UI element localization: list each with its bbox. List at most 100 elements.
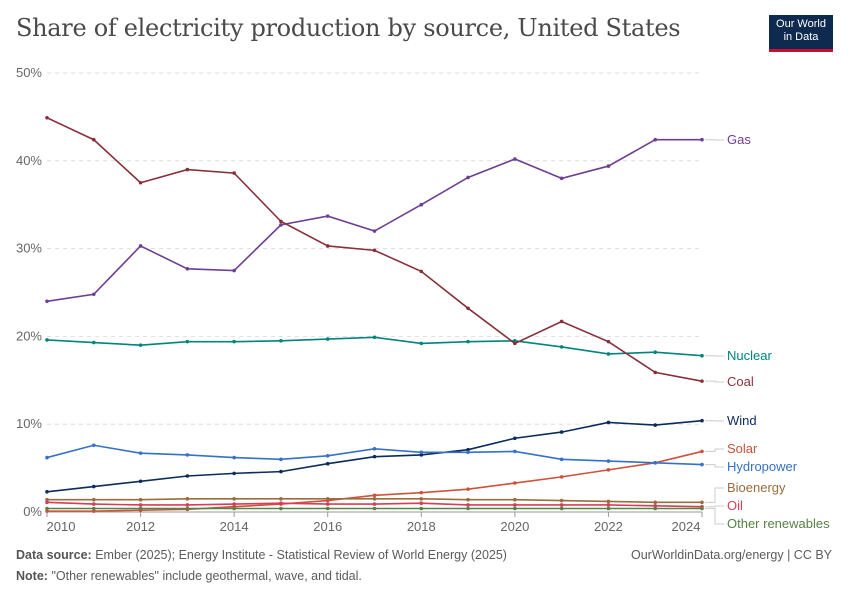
data-point-solar [419,490,424,495]
data-point-other-renewables [700,506,704,511]
data-point-oil [559,503,564,507]
data-point-hydropower [466,450,470,455]
data-point-coal [559,319,564,324]
y-tick-label: 20% [16,328,42,343]
data-point-gas [372,229,377,233]
legend-label-hydropower: Hydropower [727,459,798,474]
x-tick-label: 2012 [126,519,155,534]
credit-link[interactable]: OurWorldinData.org/energy | CC BY [630,548,832,562]
data-point-hydropower [559,457,564,462]
data-point-coal [653,370,658,375]
owid-logo[interactable]: Our World in Data [769,15,833,52]
data-point-gas [325,214,330,218]
data-point-nuclear [559,345,564,349]
data-point-hydropower [513,449,517,454]
data-point-wind [372,454,377,459]
data-point-nuclear [372,335,377,340]
data-point-gas [45,299,49,304]
data-point-wind [91,484,96,489]
data-point-hydropower [232,455,236,460]
data-point-solar [372,493,377,498]
data-point-nuclear [279,338,283,343]
data-point-oil [466,503,470,507]
data-point-coal [138,180,143,185]
data-point-hydropower [606,459,611,463]
series-line-gas [46,138,702,303]
data-point-bioenergy [419,497,424,501]
note-label: Note: [16,569,48,583]
x-tick-label: 2020 [500,519,529,534]
data-point-nuclear [419,341,424,346]
legend-label-coal: Coal [727,374,754,389]
label-connector-oil [705,505,724,508]
data-point-wind [559,430,564,434]
data-point-wind [419,453,424,457]
data-point-bioenergy [606,499,611,504]
x-tick-label: 2016 [313,519,342,534]
data-point-gas [466,175,470,180]
label-connector-coal [705,380,724,383]
legend-label-nuclear: Nuclear [727,348,772,363]
data-point-oil [325,502,330,506]
data-point-nuclear [138,343,143,347]
legend-label-bioenergy: Bioenergy [727,480,786,495]
data-point-wind [185,474,190,478]
x-tick-label: 2018 [407,519,436,534]
data-point-coal [185,167,190,172]
data-point-gas [653,137,658,142]
legend-label-gas: Gas [727,132,751,147]
data-point-other-renewables [185,506,190,511]
x-tick-label: 2014 [220,519,249,534]
data-point-nuclear [185,339,190,344]
data-point-nuclear [232,339,236,344]
data-point-other-renewables [232,506,236,511]
data-point-coal [606,339,611,344]
legend-label-wind: Wind [727,413,757,428]
data-point-oil [419,501,424,506]
data-point-solar [91,509,96,513]
data-point-other-renewables [138,506,143,511]
data-point-coal [279,219,283,224]
y-tick-label: 40% [16,153,42,168]
data-point-coal [700,379,704,383]
data-point-oil [45,500,49,505]
data-point-other-renewables [325,506,330,511]
data-point-bioenergy [700,500,704,505]
data-point-hydropower [419,450,424,455]
data-point-wind [279,469,283,474]
data-point-other-renewables [559,506,564,511]
data-point-wind [325,461,330,466]
legend-label-oil: Oil [727,498,743,513]
note-text: "Other renewables" include geothermal, w… [51,569,362,583]
legend-label-solar: Solar [727,441,758,456]
data-point-other-renewables [606,506,611,511]
data-point-solar [559,475,564,479]
data-point-coal [466,306,470,311]
legend-label-other-renewables: Other renewables [727,516,830,531]
x-tick-label: 2024 [672,519,701,534]
data-point-wind [513,436,517,441]
data-point-oil [653,504,658,508]
data-point-other-renewables [45,506,49,511]
data-point-oil [185,503,190,507]
data-point-oil [91,502,96,506]
data-point-oil [279,501,283,506]
data-point-bioenergy [513,497,517,502]
data-point-oil [606,503,611,507]
x-tick-label: 2022 [594,519,623,534]
data-point-gas [279,223,283,227]
data-point-coal [232,171,236,175]
data-point-gas [91,292,96,297]
data-point-wind [466,447,470,452]
data-point-other-renewables [419,506,424,511]
data-point-hydropower [653,461,658,465]
data-point-hydropower [325,454,330,458]
data-point-solar [45,509,49,513]
y-tick-label: 50% [16,65,42,80]
data-point-coal [325,244,330,248]
data-point-hydropower [45,455,49,460]
data-point-bioenergy [45,497,49,502]
data-point-wind [138,479,143,484]
